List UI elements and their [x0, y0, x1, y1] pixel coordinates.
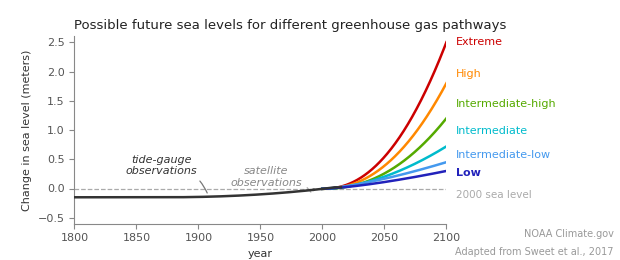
- Text: Intermediate-low: Intermediate-low: [456, 150, 551, 160]
- Y-axis label: Change in sea level (meters): Change in sea level (meters): [22, 49, 32, 211]
- Text: NOAA Climate.gov: NOAA Climate.gov: [524, 229, 614, 239]
- X-axis label: year: year: [248, 249, 273, 259]
- Text: 2000 sea level: 2000 sea level: [456, 190, 531, 200]
- Text: Intermediate-high: Intermediate-high: [456, 99, 556, 109]
- Text: Low: Low: [456, 168, 480, 178]
- Text: satellite
observations: satellite observations: [231, 166, 311, 192]
- Text: Possible future sea levels for different greenhouse gas pathways: Possible future sea levels for different…: [74, 20, 507, 32]
- Text: Intermediate: Intermediate: [456, 126, 528, 136]
- Text: tide-gauge
observations: tide-gauge observations: [125, 154, 207, 193]
- Text: Extreme: Extreme: [456, 37, 503, 47]
- Text: High: High: [456, 69, 482, 79]
- Text: Adapted from Sweet et al., 2017: Adapted from Sweet et al., 2017: [455, 248, 614, 257]
